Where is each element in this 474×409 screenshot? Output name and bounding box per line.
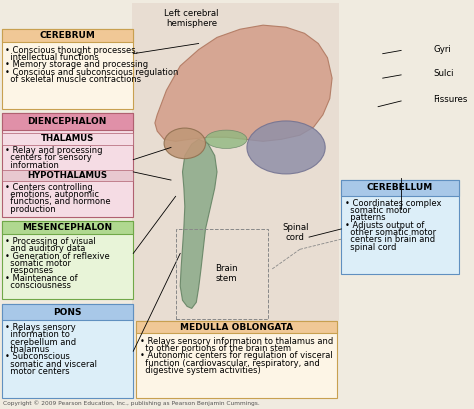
Text: patterns: patterns — [345, 213, 386, 222]
Text: consciousness: consciousness — [5, 281, 71, 290]
Text: spinal cord: spinal cord — [345, 243, 396, 252]
Text: • Memory storage and processing: • Memory storage and processing — [5, 60, 148, 69]
Text: • Generation of reflexive: • Generation of reflexive — [5, 252, 110, 261]
Ellipse shape — [247, 121, 325, 174]
Text: CEREBRUM: CEREBRUM — [39, 31, 95, 40]
FancyBboxPatch shape — [1, 304, 133, 398]
Text: of skeletal muscle contractions: of skeletal muscle contractions — [5, 75, 141, 84]
Text: Brain
stem: Brain stem — [215, 264, 237, 283]
Text: • Relays sensory: • Relays sensory — [5, 323, 76, 332]
Text: HYPOTHALAMUS: HYPOTHALAMUS — [27, 171, 107, 180]
Text: THALAMUS: THALAMUS — [40, 135, 94, 144]
Text: intellectual functions: intellectual functions — [5, 53, 99, 62]
Text: Fissures: Fissures — [433, 95, 468, 104]
Polygon shape — [180, 139, 217, 308]
Text: motor centers: motor centers — [5, 367, 70, 376]
Text: Gyri: Gyri — [433, 45, 451, 54]
Text: Spinal
cord: Spinal cord — [282, 223, 309, 242]
Text: information: information — [5, 160, 59, 169]
FancyBboxPatch shape — [1, 29, 133, 43]
FancyBboxPatch shape — [341, 180, 459, 274]
Text: function (cardiovascular, respiratory, and: function (cardiovascular, respiratory, a… — [140, 359, 320, 368]
Text: • Centers controlling: • Centers controlling — [5, 182, 93, 191]
Text: PONS: PONS — [53, 308, 82, 317]
FancyBboxPatch shape — [1, 113, 133, 130]
Text: • Autonomic centers for regulation of visceral: • Autonomic centers for regulation of vi… — [140, 351, 333, 360]
Text: DIENCEPHALON: DIENCEPHALON — [27, 117, 107, 126]
Text: somatic and visceral: somatic and visceral — [5, 360, 97, 369]
Text: somatic motor: somatic motor — [345, 206, 411, 215]
Text: CEREBELLUM: CEREBELLUM — [367, 183, 433, 192]
Text: • Subconscious: • Subconscious — [5, 353, 70, 362]
Text: Sulci: Sulci — [433, 69, 454, 78]
Text: • Relay and processing: • Relay and processing — [5, 146, 103, 155]
FancyBboxPatch shape — [341, 180, 459, 196]
Ellipse shape — [206, 130, 247, 148]
FancyBboxPatch shape — [137, 321, 337, 398]
Text: • Processing of visual: • Processing of visual — [5, 237, 96, 246]
FancyBboxPatch shape — [137, 321, 337, 333]
Text: centers for sensory: centers for sensory — [5, 153, 92, 162]
Text: • Conscious and subconscious regulation: • Conscious and subconscious regulation — [5, 67, 179, 76]
Text: MEDULLA OBLONGATA: MEDULLA OBLONGATA — [180, 323, 293, 332]
Text: • Maintenance of: • Maintenance of — [5, 274, 78, 283]
Text: information to: information to — [5, 330, 70, 339]
Text: functions, and hormone: functions, and hormone — [5, 197, 111, 206]
Text: • Coordinates complex: • Coordinates complex — [345, 199, 441, 208]
Text: centers in brain and: centers in brain and — [345, 236, 435, 245]
FancyBboxPatch shape — [1, 170, 133, 181]
FancyBboxPatch shape — [132, 3, 339, 321]
FancyBboxPatch shape — [1, 221, 133, 299]
Text: responses: responses — [5, 266, 54, 275]
Text: • Relays sensory information to thalamus and: • Relays sensory information to thalamus… — [140, 337, 333, 346]
FancyBboxPatch shape — [1, 221, 133, 234]
Text: • Conscious thought processes,: • Conscious thought processes, — [5, 45, 138, 55]
FancyBboxPatch shape — [1, 113, 133, 217]
Text: digestive system activities): digestive system activities) — [140, 366, 261, 375]
Text: MESENCEPHALON: MESENCEPHALON — [22, 223, 112, 232]
Text: • Adjusts output of: • Adjusts output of — [345, 221, 424, 230]
Ellipse shape — [164, 128, 206, 159]
Text: emotions, autonomic: emotions, autonomic — [5, 190, 99, 199]
Polygon shape — [155, 25, 332, 142]
Text: cerebellum and: cerebellum and — [5, 338, 76, 347]
Text: Left cerebral
hemisphere: Left cerebral hemisphere — [164, 9, 219, 28]
Text: production: production — [5, 204, 56, 213]
Text: to other portions of the brain stem: to other portions of the brain stem — [140, 344, 292, 353]
Text: and auditory data: and auditory data — [5, 244, 86, 253]
Text: Copyright © 2009 Pearson Education, Inc., publishing as Pearson Benjamin Cumming: Copyright © 2009 Pearson Education, Inc.… — [3, 401, 260, 406]
FancyBboxPatch shape — [1, 304, 133, 320]
FancyBboxPatch shape — [1, 133, 133, 145]
FancyBboxPatch shape — [1, 29, 133, 109]
Text: other somatic motor: other somatic motor — [345, 228, 436, 237]
Text: somatic motor: somatic motor — [5, 259, 71, 268]
Text: thalamus: thalamus — [5, 345, 50, 354]
